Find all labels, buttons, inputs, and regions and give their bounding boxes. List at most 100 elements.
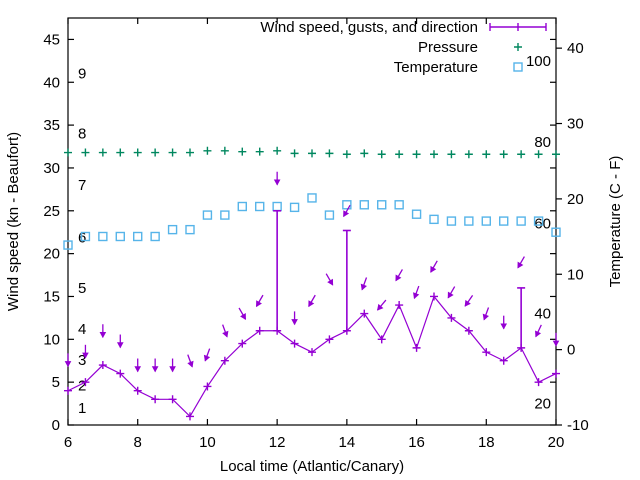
y2-axis-title: Temperature (C - F) xyxy=(607,156,624,288)
wind-speed-point xyxy=(534,378,543,387)
wind-speed-point xyxy=(360,309,369,318)
pressure-point xyxy=(342,150,351,159)
wind-direction-arrow xyxy=(273,171,281,186)
wind-speed-point xyxy=(325,335,334,344)
pressure-point xyxy=(517,150,526,159)
wind-speed-point xyxy=(116,369,125,378)
wind-speed-point xyxy=(290,339,299,348)
pressure-point xyxy=(98,148,107,157)
wind-direction-arrow xyxy=(255,294,264,308)
y-axis-title: Wind speed (kn - Beaufort) xyxy=(5,132,22,311)
wind-speed-point xyxy=(342,326,351,335)
temperature-point xyxy=(185,224,195,235)
fahrenheit-label: 40 xyxy=(534,306,551,323)
wind-direction-arrow xyxy=(360,277,368,291)
wind-speed-point xyxy=(203,382,212,391)
pressure-point xyxy=(151,148,160,157)
legend-label-0: Wind speed, gusts, and direction xyxy=(260,19,478,36)
wind-direction-arrow xyxy=(82,344,89,359)
wind-direction-arrow xyxy=(376,299,387,311)
fahrenheit-label: 80 xyxy=(534,134,551,151)
y2-tick-label: 10 xyxy=(567,266,584,283)
y2-tick-label: 30 xyxy=(567,116,584,133)
beaufort-label: 3 xyxy=(78,352,86,369)
pressure-point xyxy=(81,148,90,157)
pressure-point xyxy=(534,150,543,159)
pressure-series xyxy=(64,146,560,159)
wind-speed-point xyxy=(98,361,107,370)
pressure-point xyxy=(133,148,142,157)
y-tick-label: 35 xyxy=(43,117,60,134)
beaufort-label: 6 xyxy=(78,229,86,246)
temperature-point xyxy=(481,216,491,226)
wind-speed-point xyxy=(151,395,160,404)
wind-direction-arrow xyxy=(325,273,334,286)
temperature-point xyxy=(464,216,474,226)
pressure-point xyxy=(273,146,282,155)
pressure-point xyxy=(412,150,421,159)
wind-direction-arrows xyxy=(64,171,560,373)
temperature-point xyxy=(63,240,73,250)
wind-direction-arrow xyxy=(99,324,107,339)
wind-speed-point xyxy=(168,395,177,404)
y2-tick-label: 40 xyxy=(567,40,584,57)
y-tick-label: 40 xyxy=(43,74,60,91)
wind-speed-point xyxy=(464,326,473,335)
axis-titles: Local time (Atlantic/Canary) Wind speed (… xyxy=(5,132,624,475)
wind-speed-point xyxy=(220,356,229,365)
pressure-point xyxy=(325,149,334,158)
wind-direction-arrow xyxy=(291,311,298,326)
wind-direction-arrow xyxy=(151,358,159,373)
temperature-point xyxy=(533,216,544,226)
y-tick-label: 45 xyxy=(43,31,60,48)
temperature-point xyxy=(150,231,160,242)
x-tick-label: 20 xyxy=(548,434,565,451)
beaufort-label: 8 xyxy=(78,126,86,143)
y-tick-label: 0 xyxy=(52,417,60,434)
temperature-point xyxy=(429,214,439,225)
plot-border xyxy=(67,17,557,426)
temperature-point xyxy=(324,210,335,220)
y2-tick-label: 0 xyxy=(567,342,575,359)
wind-direction-arrow xyxy=(500,315,508,330)
pressure-point xyxy=(220,146,229,155)
wind-speed-point xyxy=(377,335,386,344)
temperature-point xyxy=(499,216,509,226)
wind-direction-arrow xyxy=(134,358,142,373)
beaufort-label: 4 xyxy=(78,321,86,338)
y2-tick-label: 20 xyxy=(567,191,584,208)
wind-speed-point xyxy=(395,301,404,310)
pressure-point xyxy=(395,150,404,159)
gusts-series xyxy=(273,209,526,348)
temperature-point xyxy=(342,200,352,210)
wind-direction-arrow xyxy=(116,334,124,349)
beaufort-label: 1 xyxy=(78,400,86,417)
wind-direction-arrow xyxy=(482,307,490,321)
x-tick-label: 12 xyxy=(269,434,286,451)
y2-tick-label: -10 xyxy=(567,417,589,434)
y-tick-label: 25 xyxy=(43,203,60,220)
temperature-point xyxy=(394,200,404,210)
wind-speed-point xyxy=(238,339,247,348)
pressure-point xyxy=(116,148,125,157)
x-tick-label: 10 xyxy=(199,434,216,451)
y-tick-label: 5 xyxy=(52,374,60,391)
legend-swatch-plus xyxy=(514,43,522,51)
y-tick-label: 15 xyxy=(43,288,60,305)
beaufort-scale-labels: 1 2 3 4 5 6 7 8 9 xyxy=(78,66,86,417)
wind-direction-arrow xyxy=(464,295,474,307)
plot-frame xyxy=(67,17,557,426)
temperature-point xyxy=(115,231,125,242)
wind-speed-point xyxy=(81,378,90,387)
temperature-series xyxy=(63,193,561,250)
y-tick-label: 10 xyxy=(43,331,60,348)
wind-direction-arrow xyxy=(395,269,403,282)
temperature-point xyxy=(255,201,265,212)
wind-speed-point xyxy=(308,348,316,357)
temperature-point xyxy=(446,216,457,226)
temperature-point xyxy=(80,231,91,242)
wind-speed-point xyxy=(447,313,456,322)
wind-direction-arrow xyxy=(430,260,438,273)
